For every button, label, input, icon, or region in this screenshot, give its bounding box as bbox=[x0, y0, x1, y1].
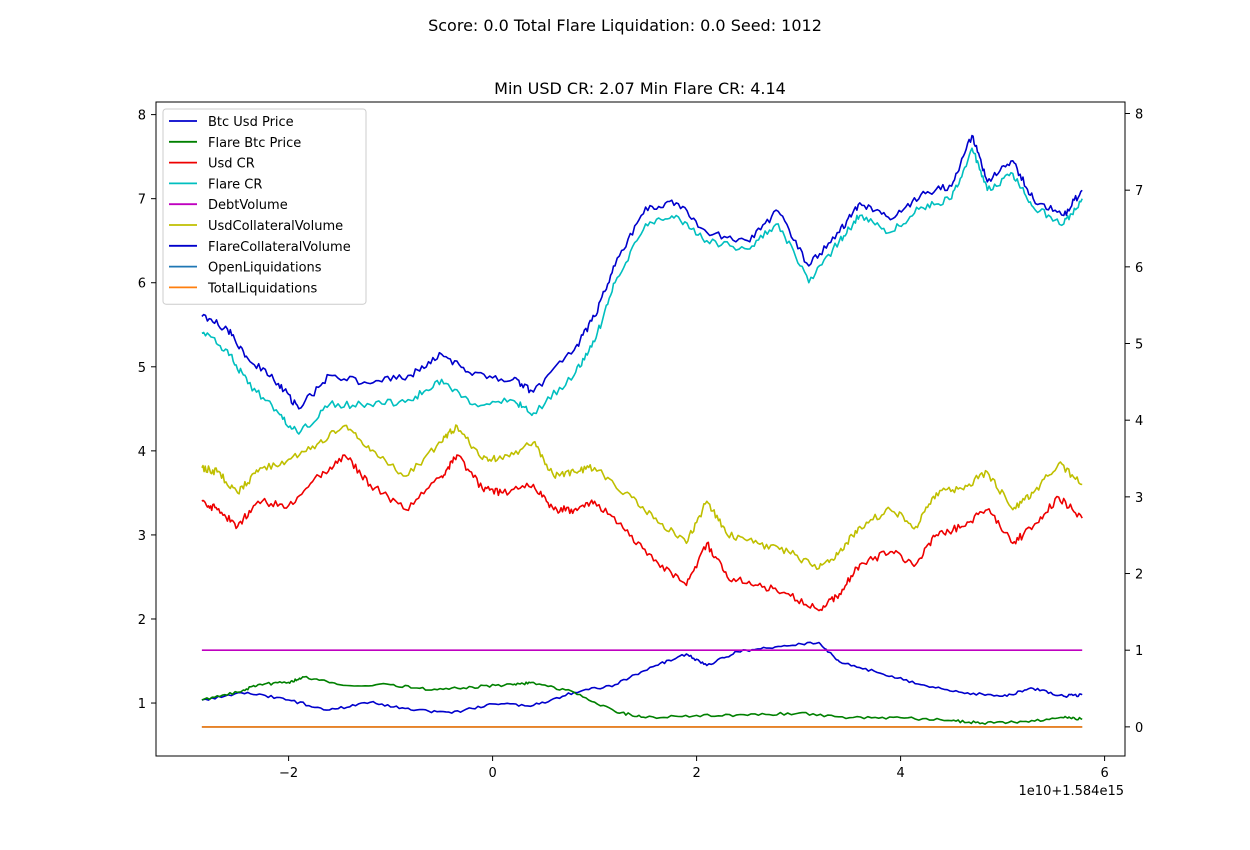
y-right-tick-label: 2 bbox=[1135, 568, 1143, 583]
x-tick-label: 6 bbox=[1100, 766, 1108, 781]
series-line-flarecollateralvolume bbox=[201, 134, 1083, 410]
legend-box bbox=[162, 108, 367, 305]
series-line-flare-cr bbox=[201, 147, 1083, 435]
x-tick-label: 4 bbox=[896, 766, 904, 781]
y-right-tick-label: 7 bbox=[1135, 184, 1143, 199]
x-tick-label: −2 bbox=[279, 766, 298, 781]
axes-title: Min USD CR: 2.07 Min Flare CR: 4.14 bbox=[494, 79, 786, 98]
legend-label: TotalLiquidations bbox=[207, 281, 317, 296]
legend-label: Btc Usd Price bbox=[208, 115, 294, 130]
series-line-usd-cr bbox=[201, 454, 1083, 612]
y-left-tick-label: 7 bbox=[138, 193, 146, 208]
series-line-usdcollateralvolume bbox=[201, 424, 1083, 570]
series-line-btc-usd-price bbox=[201, 641, 1083, 714]
x-tick-label: 2 bbox=[692, 766, 700, 781]
y-right-tick-label: 8 bbox=[1135, 108, 1143, 123]
axes-frame bbox=[155, 101, 1126, 757]
x-offset-text: 1e10+1.584e15 bbox=[1019, 784, 1124, 799]
y-left-tick-label: 8 bbox=[138, 109, 146, 124]
y-left-tick-label: 3 bbox=[138, 529, 146, 544]
y-left-tick-label: 6 bbox=[138, 277, 146, 292]
y-right-tick-label: 0 bbox=[1135, 721, 1143, 736]
y-right-tick-label: 4 bbox=[1135, 414, 1143, 429]
x-axis: −2 0 2 4 6 bbox=[279, 756, 1109, 781]
y-right-tick-label: 1 bbox=[1135, 644, 1143, 659]
legend-label: Usd CR bbox=[208, 157, 255, 172]
legend-label: Flare CR bbox=[208, 177, 262, 192]
y-right-tick-label: 5 bbox=[1135, 338, 1143, 353]
y-left-tick-label: 2 bbox=[138, 613, 146, 628]
legend-label: OpenLiquidations bbox=[208, 261, 322, 276]
legend: Btc Usd Price Flare Btc Price Usd CR Flare … bbox=[162, 108, 367, 305]
series-line-flare-btc-price bbox=[201, 675, 1083, 725]
figure-suptitle: Score: 0.0 Total Flare Liquidation: 0.0 … bbox=[428, 16, 822, 35]
y-right-tick-label: 3 bbox=[1135, 491, 1143, 506]
y-left-tick-label: 4 bbox=[138, 445, 146, 460]
legend-label: UsdCollateralVolume bbox=[208, 219, 343, 234]
x-tick-label: 0 bbox=[488, 766, 496, 781]
legend-label: Flare Btc Price bbox=[208, 136, 301, 151]
y-axis-right: 0 1 2 3 4 5 6 7 8 bbox=[1125, 108, 1143, 736]
plot-area bbox=[201, 134, 1083, 728]
y-left-tick-label: 5 bbox=[138, 361, 146, 376]
y-axis-left: 1 2 3 4 5 6 7 8 bbox=[138, 109, 156, 712]
y-left-tick-label: 1 bbox=[138, 697, 146, 712]
y-right-tick-label: 6 bbox=[1135, 261, 1143, 276]
legend-label: FlareCollateralVolume bbox=[208, 240, 351, 255]
legend-label: DebtVolume bbox=[208, 198, 288, 213]
